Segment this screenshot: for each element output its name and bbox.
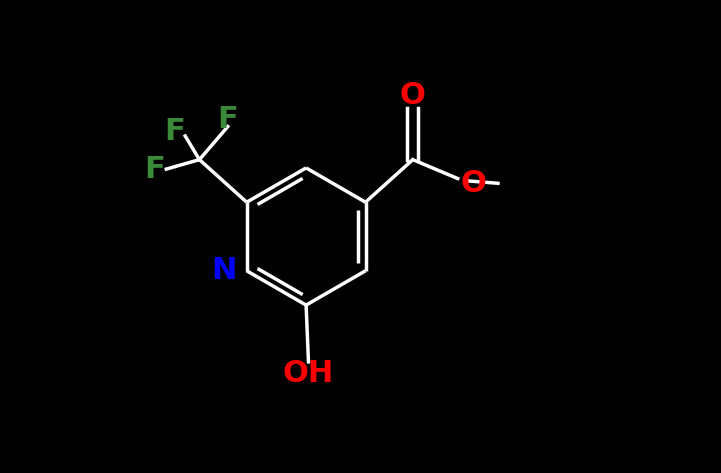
Text: O: O	[400, 81, 425, 110]
Text: F: F	[144, 155, 165, 184]
Text: N: N	[211, 256, 236, 285]
Text: O: O	[460, 169, 486, 198]
Text: OH: OH	[283, 359, 334, 388]
Text: F: F	[164, 117, 185, 146]
Text: F: F	[218, 105, 238, 134]
